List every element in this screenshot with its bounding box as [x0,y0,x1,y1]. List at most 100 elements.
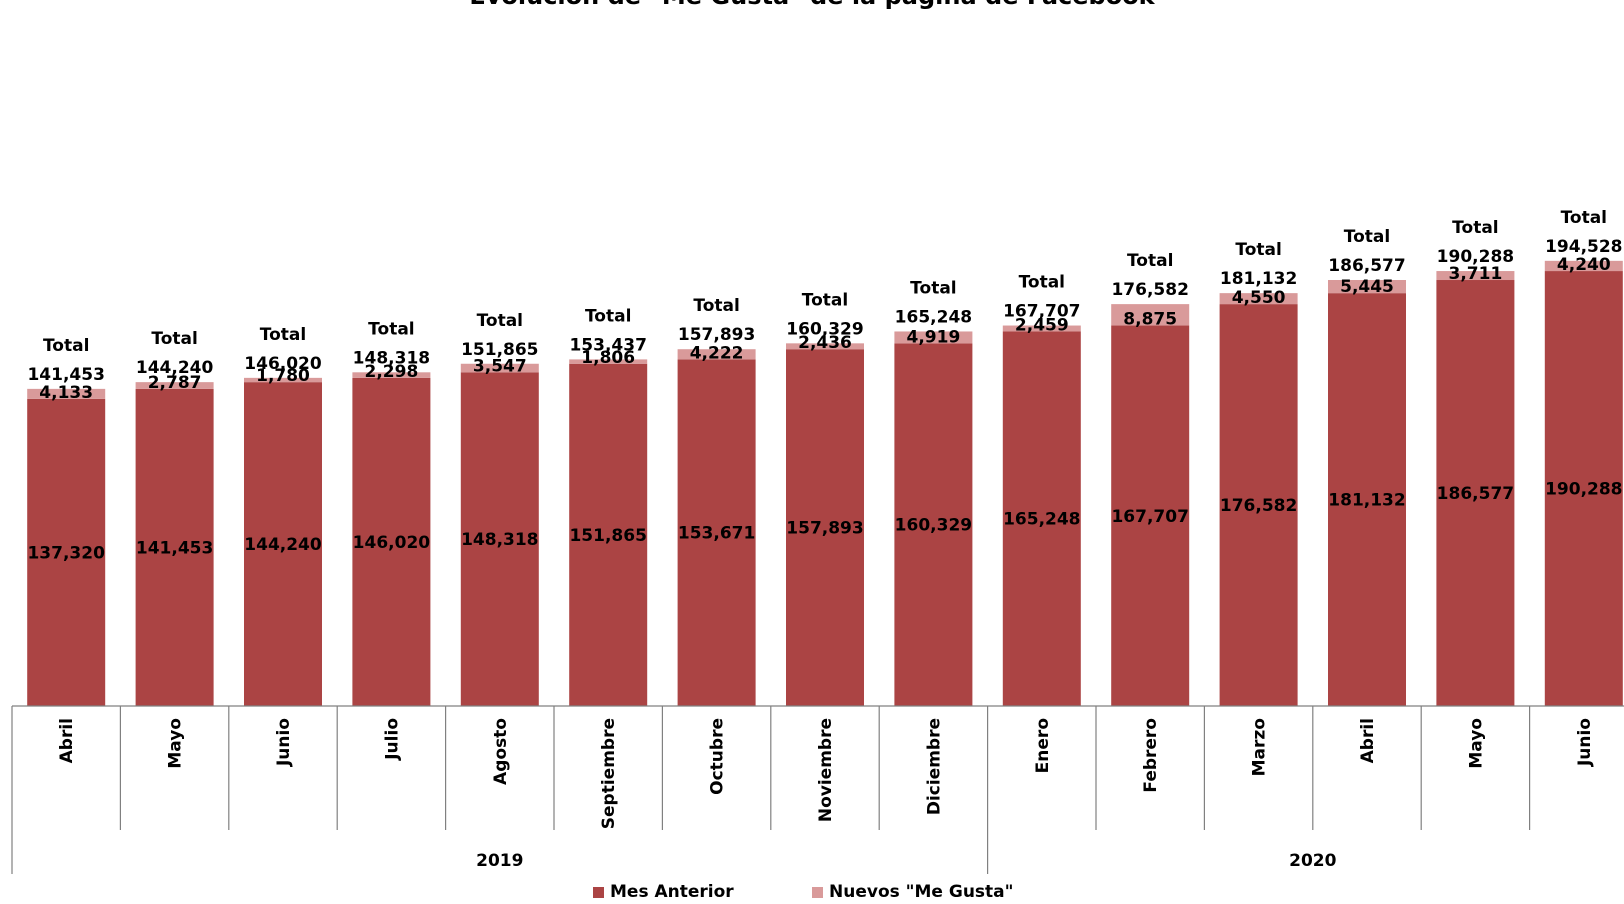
data-label-nuevos: 2,436 [798,333,852,353]
total-value-label: 167,707 [1003,302,1080,322]
bar-mes-anterior [135,388,214,706]
bar-nuevos [460,363,539,373]
data-label-mes-anterior: 141,453 [136,538,213,558]
bars-layer: 137,3204,133141,453Total141,4532,787144,… [27,208,1623,706]
bar-nuevos [677,349,756,360]
total-value-label: 146,020 [244,354,322,374]
data-label-mes-anterior: 190,288 [1545,480,1622,500]
group-label: 2020 [1289,851,1336,871]
bar-nuevos [1436,271,1515,281]
bar-nuevos [1111,304,1190,326]
legend-swatch-mes-anterior [593,887,604,898]
bar-mes-anterior [569,363,648,706]
x-tick-label: Enero [1033,718,1053,773]
data-label-nuevos: 2,459 [1015,315,1069,335]
bar-nuevos [894,331,973,344]
bar-nuevos [244,377,322,383]
data-label-mes-anterior: 157,893 [786,519,863,539]
data-label-mes-anterior: 137,320 [27,543,105,563]
total-label: Total [1235,240,1281,260]
bar-mes-anterior [244,382,322,706]
data-label-nuevos: 4,240 [1557,255,1611,275]
x-tick-label: Agosto [491,718,511,785]
total-value-label: 190,288 [1437,247,1514,267]
bar-nuevos [1544,260,1623,272]
data-label-mes-anterior: 181,132 [1328,491,1405,511]
data-label-nuevos: 4,133 [39,383,93,403]
bar-mes-anterior [1219,304,1298,706]
bar-nuevos [1219,293,1298,305]
total-label: Total [1127,251,1173,271]
data-label-mes-anterior: 176,582 [1220,496,1297,516]
data-label-nuevos: 3,547 [473,356,527,376]
x-axis: Abril Mayo Junio Julio Agosto Septiembre Octub… [11,705,1624,874]
total-value-label: 148,318 [353,348,430,368]
x-tick-label: Junio [1575,718,1595,767]
x-tick-label: Julio [382,718,402,761]
bar-nuevos [135,382,214,389]
legend-swatch-nuevos [812,887,823,898]
legend-label-mes-anterior: Mes Anterior [610,882,734,902]
data-label-nuevos: 1,780 [256,366,310,386]
x-tick-label: Junio [274,718,294,767]
data-label-nuevos: 2,787 [148,373,202,393]
data-label-mes-anterior: 167,707 [1111,507,1188,527]
bar-mes-anterior [27,398,106,706]
x-tick-label: Abril [1358,718,1378,763]
bar-mes-anterior [677,359,756,706]
x-tick-label: Septiembre [599,718,619,829]
data-label-mes-anterior: 160,329 [895,516,972,536]
data-label-mes-anterior: 186,577 [1437,484,1514,504]
data-label-nuevos: 4,550 [1232,288,1286,308]
bar-mes-anterior [786,349,864,706]
total-value-label: 141,453 [27,365,104,385]
data-label-nuevos: 5,445 [1340,277,1394,297]
x-tick-label: Marzo [1250,718,1270,776]
data-label-nuevos: 1,806 [581,348,635,368]
data-label-mes-anterior: 148,318 [461,530,538,550]
x-tick-label: Mayo [1466,718,1486,769]
total-value-label: 186,577 [1328,256,1405,276]
bar-nuevos [1328,280,1406,294]
x-tick-label: Abril [57,718,77,763]
x-tick-label: Mayo [166,718,186,769]
data-label-nuevos: 2,298 [365,362,419,382]
total-value-label: 194,528 [1545,237,1622,257]
data-label-mes-anterior: 146,020 [353,533,431,553]
bar-nuevos [786,343,864,350]
data-label-nuevos: 4,222 [690,343,744,363]
bar-nuevos [352,372,431,378]
data-label-mes-anterior: 153,671 [678,524,755,544]
data-label-nuevos: 3,711 [1449,264,1503,284]
total-label: Total [1561,208,1607,228]
bar-nuevos [1002,325,1081,332]
total-label: Total [368,319,414,339]
bar-mes-anterior [1436,280,1515,706]
bar-mes-anterior [460,372,539,706]
x-tick-label: Febrero [1141,718,1161,793]
data-label-nuevos: 4,919 [907,327,961,347]
x-tick-label: Diciembre [924,718,944,815]
total-label: Total [151,329,197,349]
x-tick-label: Octubre [708,718,728,795]
data-label-nuevos: 8,875 [1123,310,1177,330]
total-value-label: 181,132 [1220,269,1297,289]
total-value-label: 165,248 [895,307,972,327]
bar-mes-anterior [1111,325,1190,706]
total-label: Total [1452,218,1498,238]
x-tick-label: Noviembre [816,718,836,822]
group-label: 2019 [476,851,523,871]
total-value-label: 157,893 [678,325,755,345]
bar-mes-anterior [1328,293,1406,706]
legend: Mes Anterior Nuevos "Me Gusta" [593,882,1014,902]
total-label: Total [1344,227,1390,247]
bar-mes-anterior [352,377,431,706]
total-label: Total [585,306,631,326]
total-label: Total [802,290,848,310]
chart-title: Evolución de "Me Gusta" de la página de … [469,0,1155,10]
total-label: Total [910,278,956,298]
total-label: Total [693,296,739,316]
total-value-label: 153,437 [569,335,646,355]
total-label: Total [43,336,89,356]
total-label: Total [477,311,523,331]
